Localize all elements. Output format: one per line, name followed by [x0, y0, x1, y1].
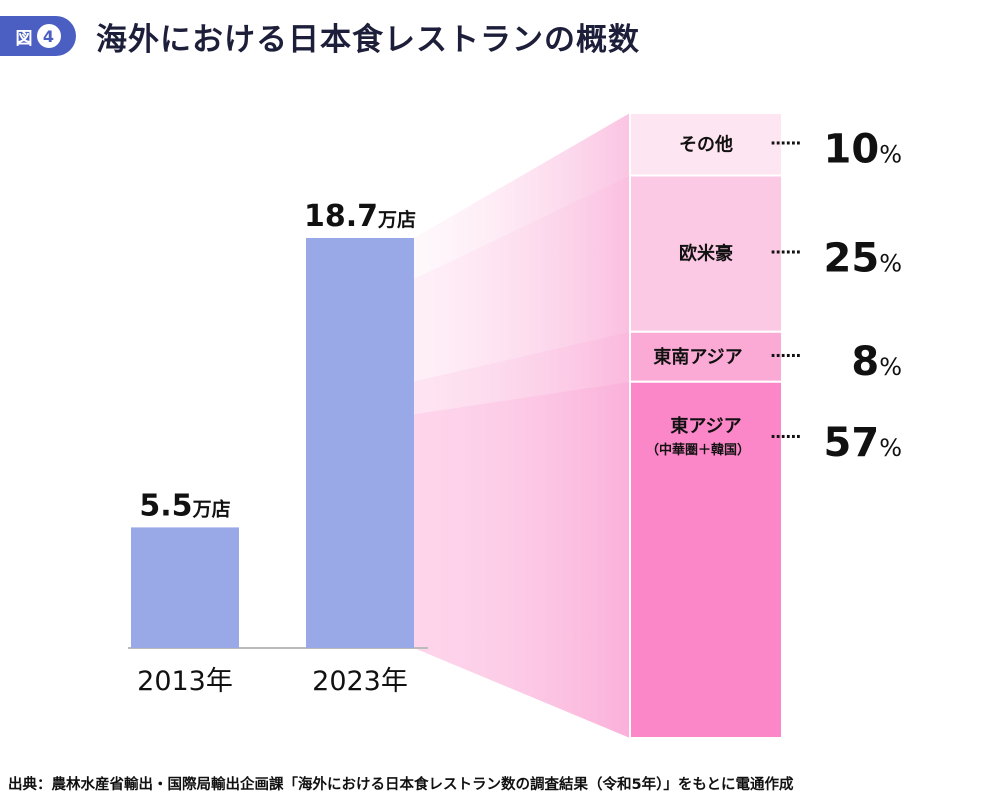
x-tick-label: 2023年: [312, 666, 408, 697]
leader-dots: ······: [770, 243, 800, 262]
segment-東アジア: [629, 380, 783, 739]
badge-number: 4: [36, 24, 61, 48]
funnel-gradient: [414, 113, 630, 738]
segment-欧米豪: [629, 174, 783, 333]
segment-その他: [629, 112, 783, 177]
segment-percent: 57%: [824, 420, 902, 466]
segment-sublabel: （中華圏＋韓国）: [646, 442, 750, 458]
segment-percent: 10%: [824, 126, 902, 172]
segment-label: 東南アジア: [653, 346, 742, 368]
segment-label: 欧米豪: [679, 243, 733, 265]
bar-value-label: 18.7万店: [304, 199, 416, 234]
badge-label: 図: [15, 28, 33, 49]
leader-dots: ······: [770, 427, 800, 446]
x-tick-label: 2013年: [137, 666, 233, 697]
segment-label: 東アジア: [670, 415, 741, 437]
source-note: 出典：農林水産省輸出・国際局輸出企画課「海外における日本食レストラン数の調査結果…: [8, 777, 794, 793]
leader-dots: ······: [770, 133, 800, 152]
leader-dots: ······: [770, 346, 800, 365]
bar-2013年: [131, 527, 239, 648]
bar-value-label: 5.5万店: [139, 488, 230, 523]
segment-東南アジア: [629, 330, 783, 383]
bar-2023年: [306, 238, 414, 648]
chart-title: 海外における日本食レストランの概数: [96, 22, 640, 58]
segment-percent: 25%: [824, 236, 902, 282]
segment-label: その他: [679, 133, 733, 155]
segment-percent: 8%: [851, 339, 902, 385]
